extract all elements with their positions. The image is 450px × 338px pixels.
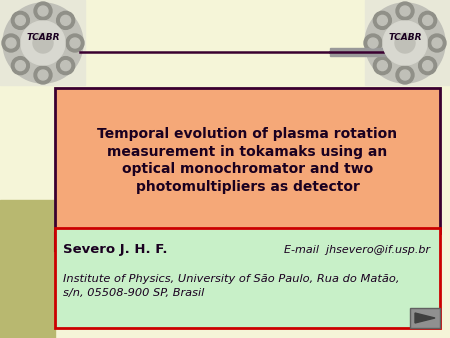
Circle shape bbox=[11, 11, 29, 29]
Text: TCABR: TCABR bbox=[26, 33, 60, 43]
Bar bbox=[410, 308, 440, 328]
Circle shape bbox=[396, 2, 414, 20]
Bar bbox=[55, 233, 440, 251]
Circle shape bbox=[374, 11, 392, 29]
Circle shape bbox=[400, 70, 410, 80]
Circle shape bbox=[33, 33, 53, 53]
Circle shape bbox=[378, 15, 387, 25]
Circle shape bbox=[70, 38, 80, 48]
Circle shape bbox=[395, 33, 415, 53]
Circle shape bbox=[2, 34, 20, 52]
Circle shape bbox=[396, 66, 414, 84]
Circle shape bbox=[15, 61, 25, 71]
Circle shape bbox=[57, 57, 75, 75]
Circle shape bbox=[34, 2, 52, 20]
Circle shape bbox=[365, 3, 445, 83]
Bar bbox=[330, 48, 400, 56]
Circle shape bbox=[418, 11, 436, 29]
Circle shape bbox=[3, 3, 83, 83]
Circle shape bbox=[368, 38, 378, 48]
Circle shape bbox=[428, 34, 446, 52]
Circle shape bbox=[21, 21, 65, 65]
Bar bbox=[365, 0, 450, 85]
Circle shape bbox=[38, 6, 48, 16]
Circle shape bbox=[364, 34, 382, 52]
Circle shape bbox=[423, 61, 432, 71]
Text: Severo J. H. F.: Severo J. H. F. bbox=[63, 243, 167, 257]
Text: Temporal evolution of plasma rotation
measurement in tokamaks using an
optical m: Temporal evolution of plasma rotation me… bbox=[98, 127, 397, 194]
Circle shape bbox=[418, 57, 436, 75]
Bar bbox=[55, 228, 440, 328]
Circle shape bbox=[383, 21, 427, 65]
Circle shape bbox=[61, 15, 71, 25]
Bar bbox=[0, 200, 55, 338]
Text: E-mail  jhsevero@if.usp.br: E-mail jhsevero@if.usp.br bbox=[284, 245, 430, 255]
Circle shape bbox=[432, 38, 442, 48]
Circle shape bbox=[378, 61, 387, 71]
Circle shape bbox=[38, 70, 48, 80]
Bar bbox=[55, 88, 440, 233]
Circle shape bbox=[423, 15, 432, 25]
Circle shape bbox=[57, 11, 75, 29]
Circle shape bbox=[66, 34, 84, 52]
Circle shape bbox=[34, 66, 52, 84]
Circle shape bbox=[11, 57, 29, 75]
Circle shape bbox=[374, 57, 392, 75]
Circle shape bbox=[400, 6, 410, 16]
Bar bbox=[0, 0, 85, 85]
Circle shape bbox=[15, 15, 25, 25]
Circle shape bbox=[6, 38, 16, 48]
Circle shape bbox=[61, 61, 71, 71]
Polygon shape bbox=[415, 313, 435, 323]
Text: Institute of Physics, University of São Paulo, Rua do Matão,
s/n, 05508-900 SP, : Institute of Physics, University of São … bbox=[63, 274, 400, 298]
Text: TCABR: TCABR bbox=[388, 33, 422, 43]
